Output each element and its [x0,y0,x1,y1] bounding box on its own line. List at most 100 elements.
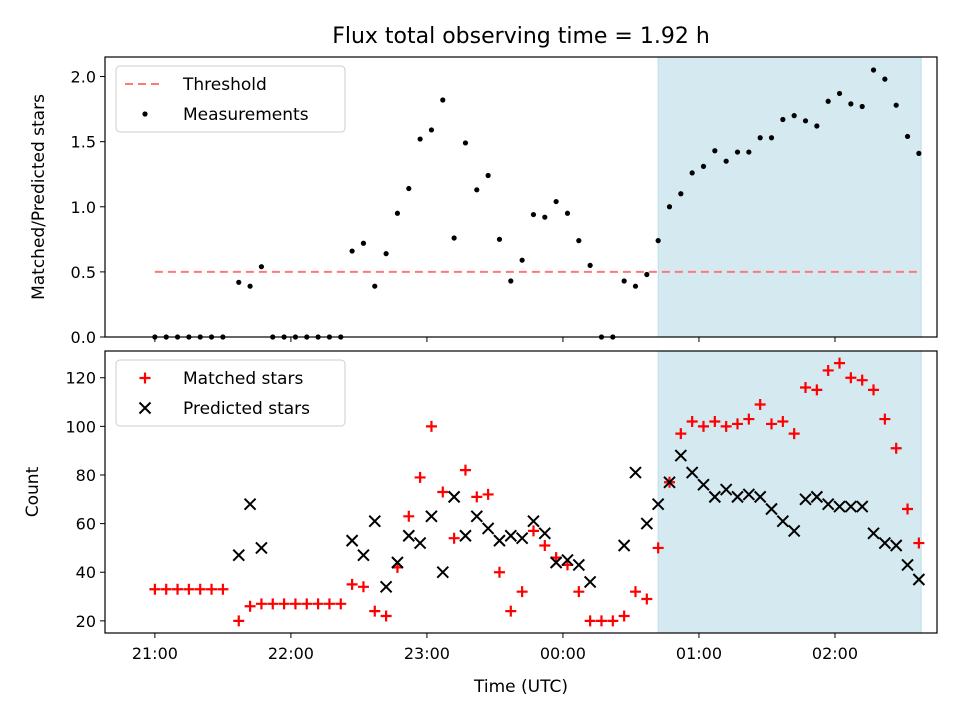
legend-label: Predicted stars [183,399,310,419]
predicted-star-point [663,476,676,489]
measurement-point [496,236,503,242]
matched-star-point [172,583,184,595]
measurement-point [678,191,684,197]
matched-star-point [471,491,483,503]
legend-label: Measurements [183,105,309,125]
predicted-star-point [753,490,767,504]
measurement-point [530,211,537,218]
measurement-point [258,264,265,270]
y-axis-label: Matched/Predicted stars [29,94,49,300]
predicted-star-point [243,497,257,511]
matched-star-point [194,583,206,595]
matched-star-point [233,615,245,627]
matched-star-point [149,583,161,595]
matched-star-point [516,586,528,598]
measurement-point [587,262,593,268]
y-tick-label: 1.5 [71,133,96,152]
measurement-point [870,67,877,73]
matched-star-point [641,593,653,605]
predicted-star-point [787,524,801,538]
matched-star-point [448,532,460,544]
predicted-star-point [481,522,495,535]
measurement-point [383,251,389,257]
measurement-point [462,140,469,146]
predicted-star-point [799,493,812,506]
predicted-star-point [855,500,869,513]
predicted-star-point [833,500,846,513]
measurement-point [644,271,650,278]
predicted-star-point [527,514,540,528]
matched-star-point [856,374,868,386]
x-tick-label: 21:00 [132,644,178,663]
measurement-point [394,210,401,216]
x-axis-label: Time (UTC) [473,677,568,697]
matched-star-point [777,416,789,427]
measurement-point [519,257,525,263]
matched-star-point [890,442,902,454]
matched-star-point [323,598,335,610]
matched-star-point [652,542,664,554]
matched-star-point [206,583,218,595]
matched-star-point [425,420,437,432]
matched-star-point [720,420,732,432]
legend-measurement-marker [142,111,148,117]
y-tick-label: 120 [65,369,96,388]
matched-star-point [289,598,301,610]
measurement-point [848,101,854,107]
matched-star-point [743,413,755,425]
shaded-interval [657,350,922,634]
predicted-star-point [708,490,722,504]
y-tick-label: 40 [76,563,96,582]
predicted-star-point [515,531,529,545]
measurement-point [802,118,809,124]
measurement-point [814,123,820,129]
x-tick-label: 22:00 [268,644,314,663]
measurement-point [564,210,571,216]
matched-star-point [697,420,709,432]
measurement-point [768,135,775,141]
matched-star-point [732,418,744,430]
matched-star-point [160,583,172,595]
matched-star-point [879,413,891,425]
measurement-point [576,238,582,244]
matched-star-point [709,416,721,427]
matched-star-point [278,598,290,610]
matched-star-point [493,566,505,578]
predicted-star-point [844,500,858,513]
matched-star-point [811,384,823,396]
bottom-panel: 21:00 22:00 23:00 00:00 01:00 02:00 20 40 60 80 10… [23,350,938,663]
y-tick-label: 20 [76,612,96,631]
predicted-star-point [583,575,597,589]
measurement-point [734,149,741,155]
matched-star-point [380,610,392,622]
matched-star-point [414,471,426,483]
measurement-point [882,76,888,82]
legend: Threshold Measurements [115,65,346,133]
predicted-star-point [685,466,699,479]
y-axis-label: Count [23,466,43,517]
legend-box [115,65,346,133]
matched-star-point [539,539,551,551]
measurement-point [836,90,843,97]
predicted-star-point [867,527,880,540]
measurement-point [712,148,718,154]
x-tick-label: 01:00 [676,644,722,663]
predicted-star-point [538,527,552,540]
measurement-point [451,235,457,241]
predicted-star-point [447,490,461,504]
predicted-star-point [504,529,518,542]
predicted-star-point [232,548,245,562]
y-tick-label: 80 [76,466,96,485]
measurement-point [485,172,491,179]
predicted-star-point [617,539,631,552]
legend-label: Threshold [182,75,267,95]
top-panel: 0.0 0.5 1.0 1.5 2.0 Matched/Predicted stars Th… [29,56,938,347]
matched-star-point [217,583,229,595]
measurement-point [372,283,378,289]
axes-frame [104,56,938,338]
matched-star-point [845,372,857,384]
measurement-point [893,102,899,108]
predicted-star-point [561,553,574,567]
predicted-star-point [391,556,404,569]
